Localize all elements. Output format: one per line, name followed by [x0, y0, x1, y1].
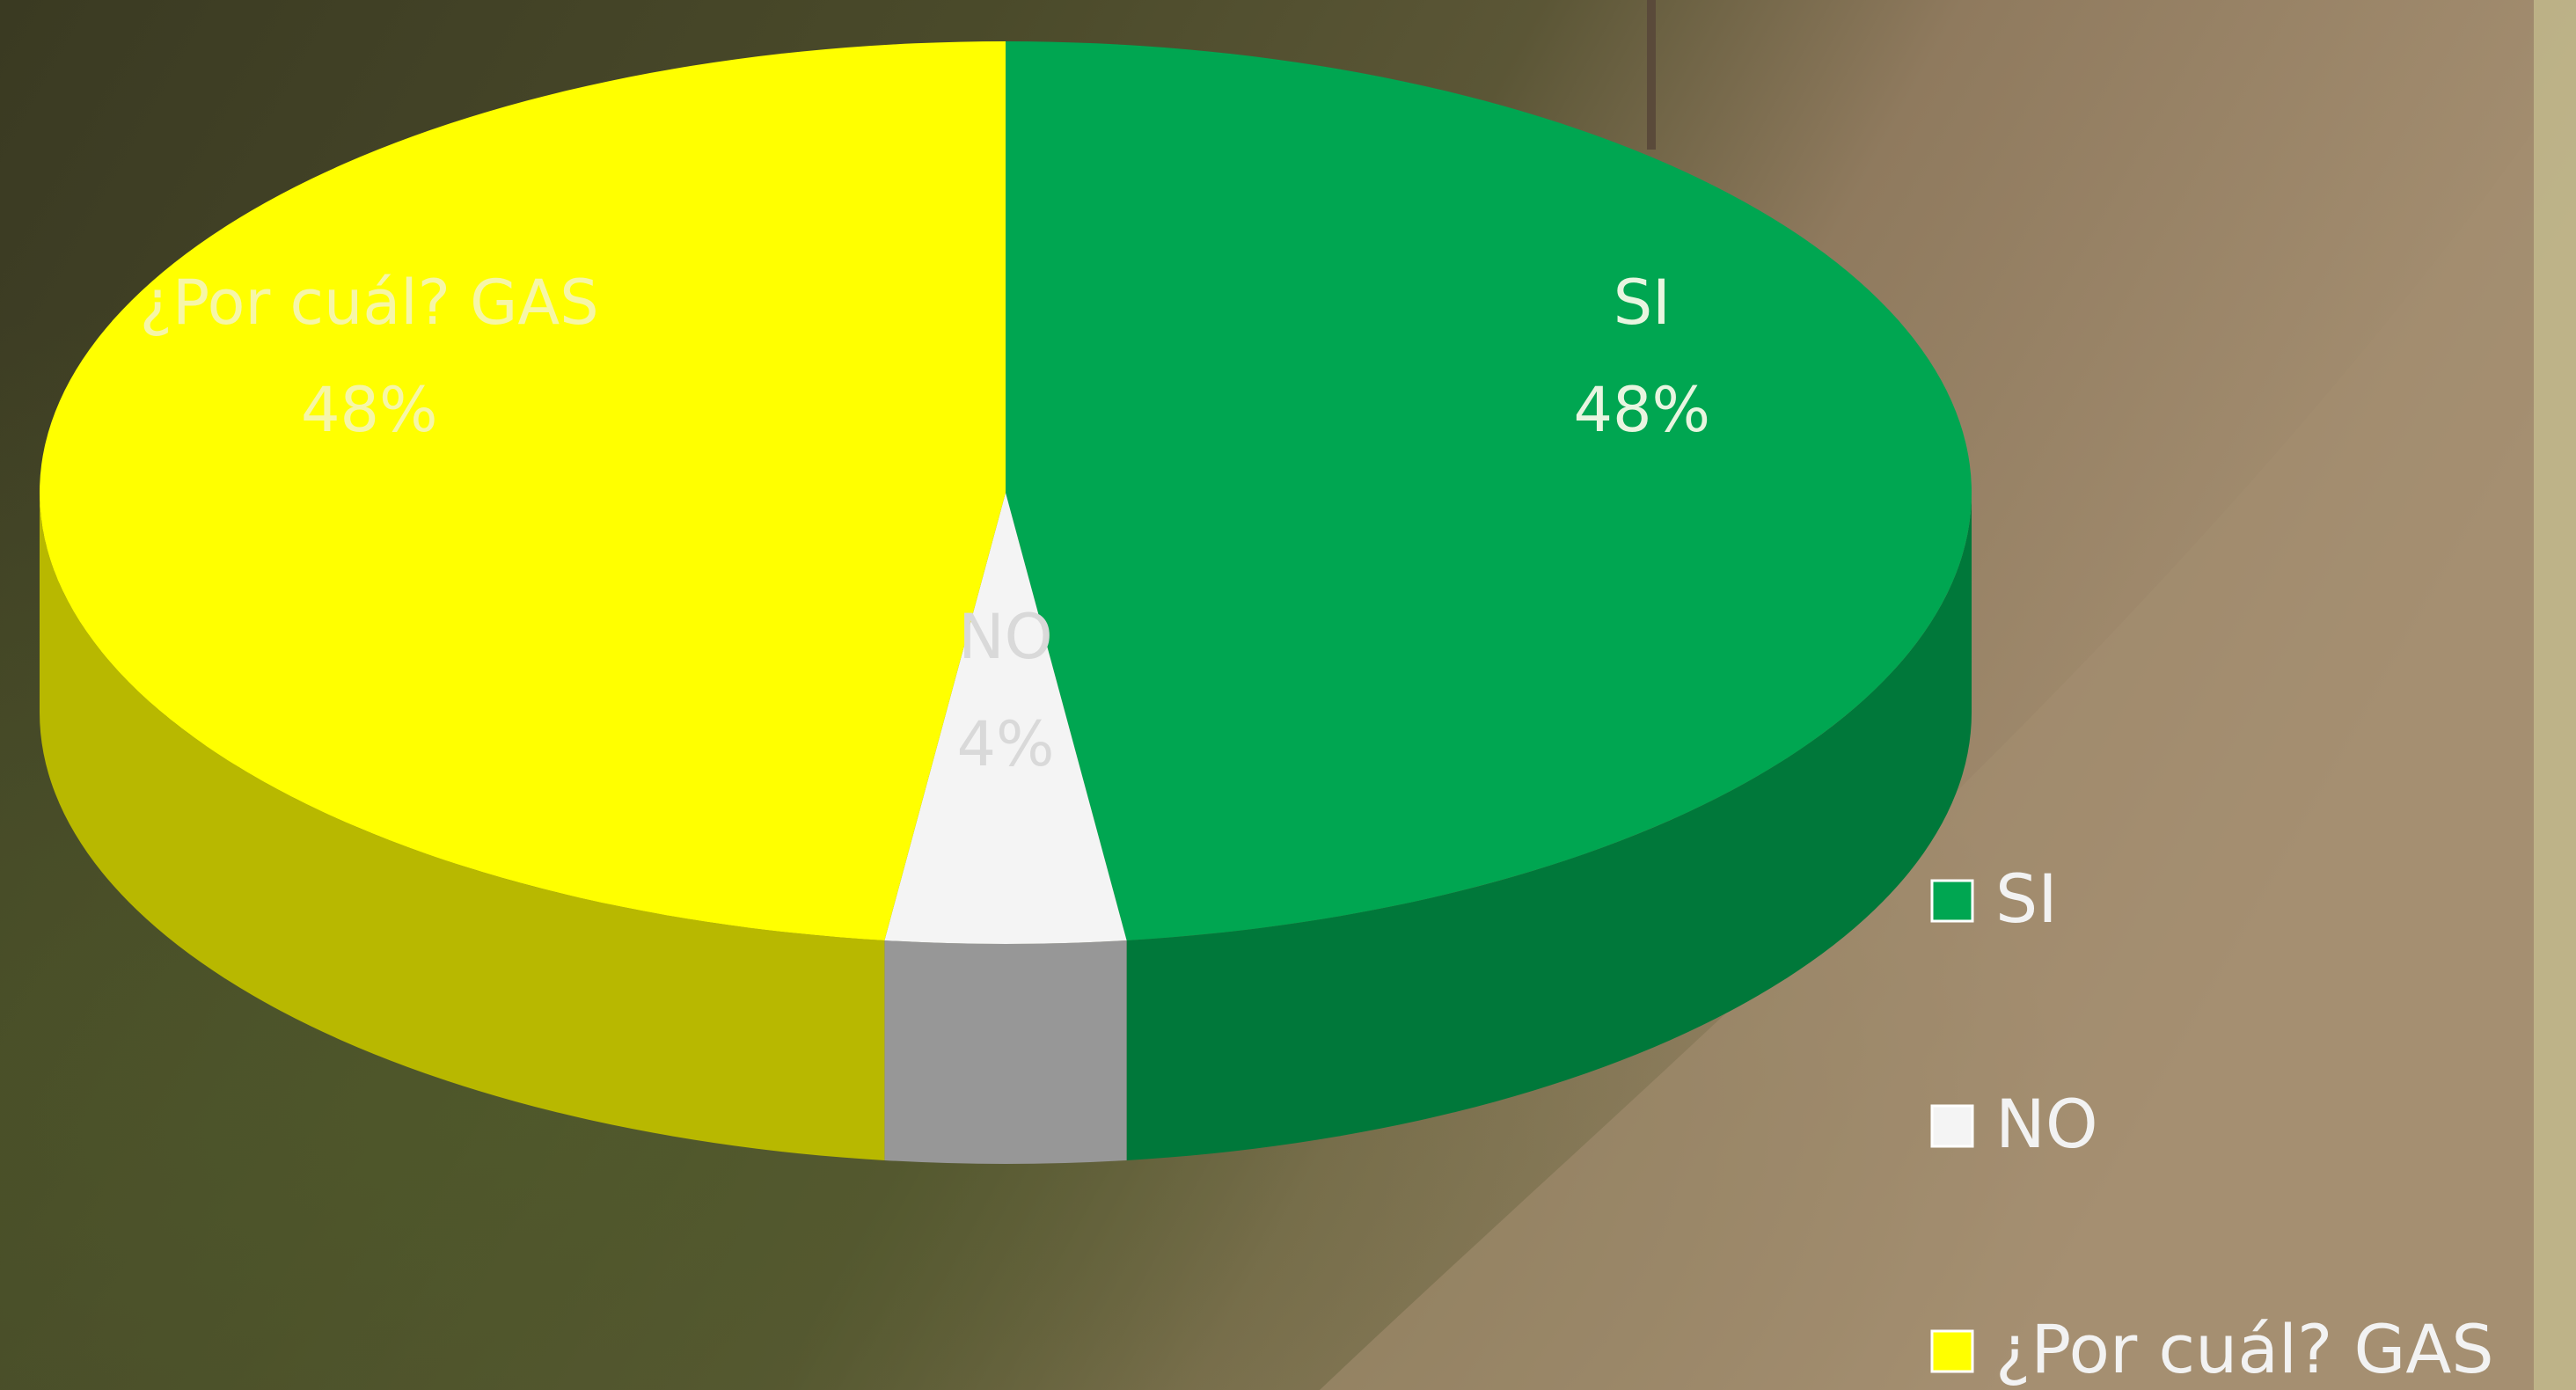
pie-side: [40, 493, 885, 1160]
pie-slice: [884, 493, 1127, 944]
background-edge: [2534, 0, 2576, 1390]
data-label-value: 48%: [301, 374, 438, 446]
legend-label: NO: [1995, 1085, 2098, 1163]
pie: SI 48% NO 4% ¿Por cuál? GAS 48%: [39, 41, 1972, 1164]
pie-side: [1126, 493, 1972, 1160]
pie-side: [884, 940, 1127, 1164]
data-label-name: NO: [958, 601, 1052, 673]
background-post: [1647, 0, 1656, 150]
legend-swatch: [1930, 1104, 1974, 1148]
data-label-value: 4%: [956, 708, 1054, 780]
legend-swatch: [1930, 879, 1974, 923]
data-label-name: SI: [1614, 267, 1671, 339]
data-label-value: 48%: [1573, 374, 1710, 446]
legend-label: SI: [1995, 860, 2058, 938]
background-path: [1320, 70, 2576, 1390]
pie-slice: [1006, 41, 1972, 940]
legend: SI NO ¿Por cuál? GAS: [1930, 860, 2494, 1388]
legend-swatch: [1930, 1329, 1974, 1373]
pie-slice: [39, 41, 1006, 940]
legend-label: ¿Por cuál? GAS: [1995, 1310, 2494, 1388]
data-label-name: ¿Por cuál? GAS: [140, 267, 599, 339]
